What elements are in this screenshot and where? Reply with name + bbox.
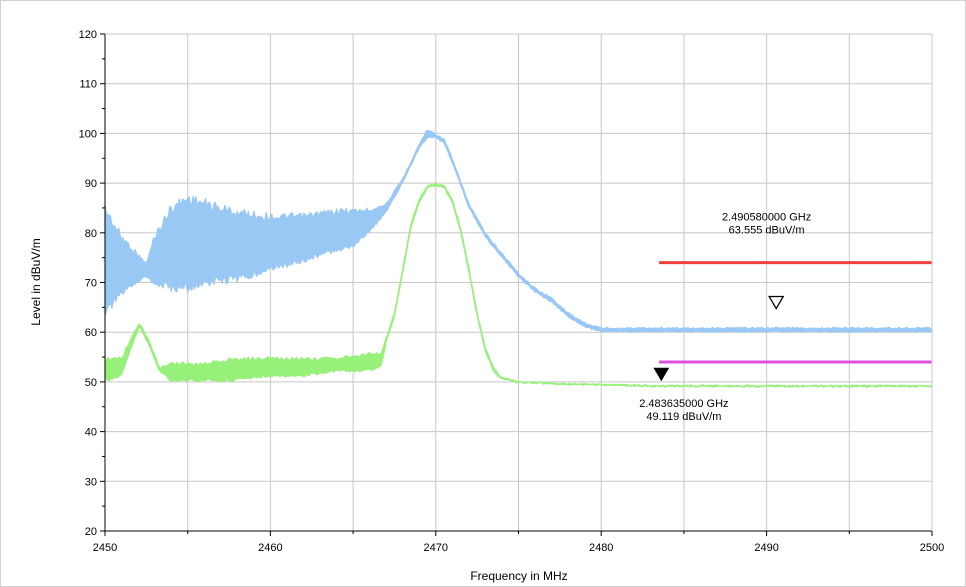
average-marker: [653, 367, 670, 382]
y-tick-label-100: 100: [79, 128, 97, 140]
average-marker-label-line1: 2.483635000 GHz: [639, 398, 728, 410]
x-tick-label-2500: 2500: [920, 542, 944, 554]
y-tick-label-110: 110: [79, 79, 97, 91]
y-tick-label-20: 20: [85, 526, 97, 538]
axes: 20 30 40 50 60 70 80 90 100 110 120 2450 2460 2470 248…: [79, 29, 945, 554]
average-marker-label-line2: 49.119 dBuV/m: [646, 411, 721, 423]
y-tick-label-70: 70: [85, 278, 97, 290]
y-tick-label-90: 90: [85, 178, 97, 190]
y-tick-label-80: 80: [85, 228, 97, 240]
markers: [653, 295, 785, 382]
x-tick-label-2470: 2470: [424, 542, 448, 554]
y-axis-label: Level in dBuV/m: [29, 238, 43, 325]
x-axis-label: Frequency in MHz: [470, 569, 567, 583]
peak-marker-label-line2: 63.555 dBuV/m: [729, 224, 805, 236]
y-tick-label-30: 30: [85, 476, 97, 488]
y-tick-label-120: 120: [79, 29, 97, 41]
peak-marker-label-line1: 2.490580000 GHz: [722, 211, 811, 223]
x-tick-label-2480: 2480: [589, 542, 613, 554]
limit-lines: [659, 261, 932, 364]
x-tick-label-2490: 2490: [754, 542, 778, 554]
grid: [104, 33, 933, 532]
y-tick-label-60: 60: [85, 327, 97, 339]
y-tick-label-40: 40: [85, 427, 97, 439]
x-tick-label-2450: 2450: [93, 542, 117, 554]
x-tick-label-2460: 2460: [258, 542, 282, 554]
y-tick-label-50: 50: [85, 377, 97, 389]
peak-marker: [768, 295, 785, 310]
